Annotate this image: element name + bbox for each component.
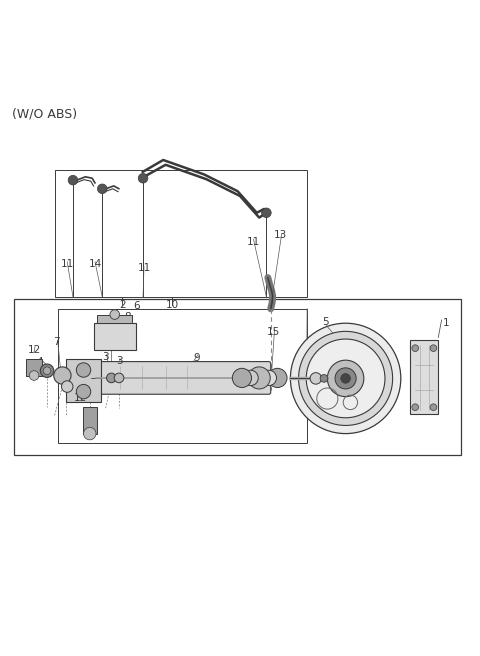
Circle shape — [430, 345, 437, 352]
Circle shape — [262, 208, 271, 218]
Circle shape — [76, 363, 91, 377]
Text: 12: 12 — [74, 392, 87, 403]
Circle shape — [248, 367, 270, 389]
Circle shape — [61, 380, 73, 392]
Text: 11: 11 — [247, 237, 260, 247]
Circle shape — [114, 373, 124, 382]
Circle shape — [110, 310, 120, 319]
Circle shape — [335, 368, 356, 389]
Text: 3: 3 — [102, 352, 109, 362]
Circle shape — [29, 371, 39, 380]
Circle shape — [261, 370, 276, 386]
Bar — [94, 323, 136, 350]
Bar — [58, 309, 307, 443]
Text: 4: 4 — [36, 357, 43, 367]
Circle shape — [290, 323, 401, 434]
Text: 9: 9 — [193, 353, 200, 363]
Text: 12: 12 — [27, 344, 41, 355]
Text: 6: 6 — [133, 301, 140, 311]
Text: 7: 7 — [107, 333, 114, 342]
Bar — [410, 340, 438, 415]
Text: 14: 14 — [88, 259, 102, 269]
Circle shape — [327, 360, 364, 397]
Circle shape — [54, 367, 71, 384]
Text: 11: 11 — [137, 264, 151, 274]
Circle shape — [97, 184, 107, 194]
Text: 11: 11 — [60, 259, 74, 269]
Circle shape — [68, 175, 78, 185]
Circle shape — [412, 404, 419, 411]
Circle shape — [76, 384, 91, 399]
Circle shape — [232, 368, 252, 388]
Circle shape — [43, 367, 51, 375]
Circle shape — [341, 374, 350, 383]
Text: (W/O ABS): (W/O ABS) — [12, 107, 77, 120]
Circle shape — [138, 173, 148, 183]
Circle shape — [306, 339, 385, 418]
Text: 2: 2 — [119, 300, 126, 310]
Circle shape — [243, 370, 258, 386]
Text: 1: 1 — [443, 318, 450, 328]
Circle shape — [107, 373, 116, 382]
Text: 13: 13 — [274, 230, 288, 240]
Circle shape — [268, 368, 287, 388]
Circle shape — [40, 364, 54, 377]
Text: 15: 15 — [267, 327, 280, 337]
Bar — [83, 407, 97, 434]
Circle shape — [84, 427, 96, 440]
Bar — [26, 359, 42, 375]
Text: 7: 7 — [53, 337, 60, 348]
Circle shape — [320, 375, 328, 382]
Circle shape — [430, 404, 437, 411]
Circle shape — [310, 373, 322, 384]
Circle shape — [412, 345, 419, 352]
Text: 8: 8 — [124, 312, 131, 322]
Circle shape — [299, 331, 393, 426]
Text: 10: 10 — [166, 300, 180, 310]
Bar — [55, 170, 307, 297]
Bar — [66, 359, 101, 402]
Bar — [14, 299, 461, 455]
Bar — [97, 315, 132, 323]
Text: 3: 3 — [116, 356, 122, 365]
FancyBboxPatch shape — [89, 361, 271, 394]
Text: 5: 5 — [322, 318, 329, 327]
